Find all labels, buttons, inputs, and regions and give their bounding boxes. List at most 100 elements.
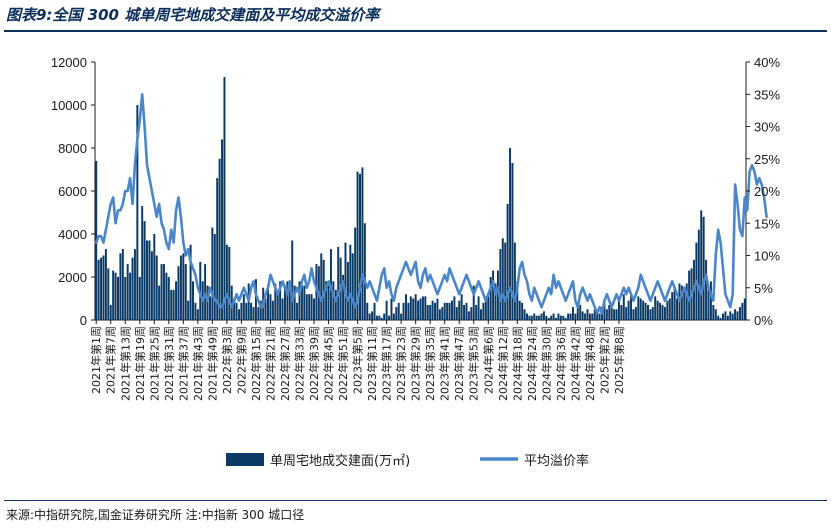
bar-mark [683,287,686,320]
bar-mark [489,277,492,320]
bar-mark [533,313,536,320]
bar-mark [124,277,127,320]
bar-mark [501,238,504,320]
bar-mark [719,317,722,320]
x-tick-label: 2022年第9周 [234,326,248,394]
bar-mark [424,296,427,320]
bar-mark [617,300,620,320]
bar-mark [235,302,238,320]
bar-mark [492,270,495,320]
bar-mark [404,294,407,320]
bar-mark [642,300,645,320]
bar-mark [153,234,156,320]
x-tick-label: 2024年第18周 [510,326,524,401]
bar-mark [475,304,478,320]
x-tick-label: 2021年第31周 [162,326,176,401]
bar-mark [552,313,555,320]
bar-mark [351,253,354,320]
bar-mark [419,298,422,320]
bar-mark [279,281,282,320]
x-tick-label: 2022年第27周 [278,326,292,401]
bar-mark [598,313,601,320]
bar-mark [131,257,134,320]
bar-mark [707,285,710,320]
bar-mark [453,296,456,320]
x-tick-label: 2023年第5周 [351,326,365,394]
bar-mark [223,77,226,320]
y-tick-label: 4000 [58,227,87,242]
x-tick-label: 2023年第23周 [394,326,408,401]
bar-mark [368,313,371,320]
bar-mark [709,281,712,320]
bar-mark [165,272,168,320]
bar-mark [204,264,207,320]
bar-mark [516,281,519,320]
bar-mark [593,309,596,320]
bar-mark [414,294,417,320]
bar-mark [259,300,262,320]
legend-bar-swatch [226,453,264,466]
x-tick-label: 2024年第42周 [568,326,582,401]
bar-mark [535,315,538,320]
tick-labels: 0 2000 4000 6000 8000 10000 12000 0% 5% 10% 15% 20%… [51,55,781,401]
bar-mark [160,264,163,320]
bar-mark [361,167,364,320]
y-tick-label: 0 [80,313,87,328]
bar-mark [530,315,533,320]
bar-mark [429,304,432,320]
bar-mark [119,253,122,320]
bar-mark [571,307,574,320]
bar-mark [630,294,633,320]
bar-mark [189,244,192,320]
bar-mark [102,255,105,320]
bar-mark [656,300,659,320]
bar-mark [644,302,647,320]
bar-mark [296,302,299,320]
x-tick-label: 2021年第43周 [191,326,205,401]
bar-mark [714,309,717,320]
bar-mark [402,302,405,320]
bar-mark [676,298,679,320]
bar-mark [654,296,657,320]
y2-tick-label: 10% [754,249,780,264]
bar-mark [172,289,175,320]
bar-mark [208,296,211,320]
bar-mark [310,294,313,320]
bar-mark [206,285,209,320]
bar-mark [155,255,158,320]
bar-mark [332,281,335,320]
x-tick-label: 2023年第11周 [365,326,379,401]
bar-mark [736,311,739,320]
bar-mark [337,246,340,320]
bar-mark [446,302,449,320]
bar-mark [133,249,136,320]
bar-mark [460,294,463,320]
bar-mark [192,281,194,320]
bar-mark [421,296,424,320]
bar-mark [659,302,662,320]
bar-mark [431,300,434,320]
x-tick-label: 2021年第7周 [104,326,118,394]
bar-mark [426,304,429,320]
x-tick-label: 2025年第8周 [612,326,626,394]
bar-mark [528,315,531,320]
x-tick-label: 2024年第30周 [539,326,553,401]
y2-tick-label: 15% [754,216,780,231]
bar-mark [441,307,444,320]
bar-mark [540,313,543,320]
y2-tick-label: 30% [754,120,780,135]
bar-mark [342,274,345,320]
x-tick-label: 2021年第19周 [133,326,147,401]
bar-mark [722,313,724,320]
bar-mark [412,298,415,320]
x-tick-label: 2022年第51周 [336,326,350,401]
bar-mark [586,309,589,320]
x-tick-label: 2022年第33周 [293,326,307,401]
bar-mark [225,244,228,320]
x-tick-label: 2023年第29周 [409,326,423,401]
bar-mark [472,285,475,320]
x-tick-label: 2023年第35周 [423,326,437,401]
bar-mark [521,302,524,320]
bar-mark [97,259,100,320]
bar-mark [463,304,466,320]
